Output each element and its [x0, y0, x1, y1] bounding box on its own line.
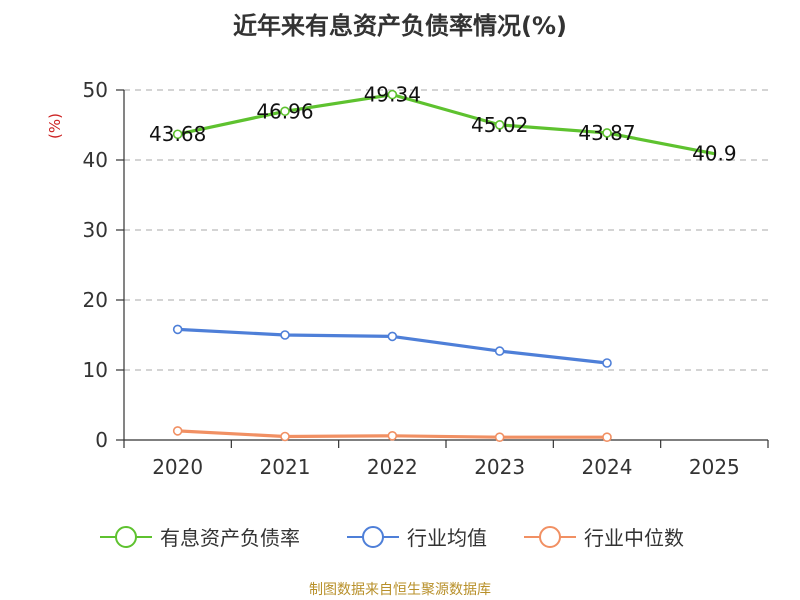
y-tick-label: 20 — [83, 288, 108, 312]
data-point — [387, 89, 398, 100]
legend: 有息资产负债率 行业均值 行业中位数 — [100, 526, 684, 550]
x-tick-label: 2023 — [474, 455, 525, 479]
y-tick-label: 0 — [95, 428, 108, 452]
data-point — [602, 432, 612, 443]
data-label: 43.68 — [149, 122, 206, 146]
chart-title: 近年来有息资产负债率情况(%) — [233, 12, 567, 40]
legend-label: 有息资产负债率 — [160, 526, 300, 550]
legend-label: 行业均值 — [407, 526, 487, 550]
data-label: 43.87 — [578, 121, 635, 145]
data-point — [172, 426, 183, 436]
y-tick-label: 10 — [83, 358, 108, 382]
legend-label: 行业中位数 — [584, 526, 684, 550]
data-point — [172, 129, 183, 140]
y-tick-label: 30 — [83, 218, 108, 242]
x-tick-label: 2025 — [689, 455, 740, 479]
data-label: 49.34 — [364, 83, 421, 107]
axes: 0 10 20 30 40 50 (%) 2020 2021 2022 2023 2024 2025 — [46, 78, 769, 479]
y-tick-label: 50 — [83, 78, 108, 102]
legend-marker — [115, 526, 137, 548]
x-tick-label: 2021 — [260, 455, 311, 479]
source-note: 制图数据来自恒生聚源数据库 — [309, 582, 491, 598]
data-labels: 43.68 46.96 49.34 45.02 43.87 40.9 — [149, 83, 737, 166]
data-point — [602, 358, 612, 368]
y-tick-label: 40 — [83, 148, 108, 172]
legend-marker — [539, 526, 561, 548]
gridlines — [124, 89, 768, 371]
data-point — [387, 331, 398, 342]
data-label: 45.02 — [471, 113, 528, 137]
series-line — [176, 93, 716, 156]
data-point — [494, 432, 505, 443]
x-tick-label: 2024 — [582, 455, 633, 479]
x-tick-label: 2020 — [152, 455, 203, 479]
x-tick-label: 2022 — [367, 455, 418, 479]
y-axis-title: (%) — [46, 113, 64, 139]
data-label: 46.96 — [256, 99, 313, 123]
data-point — [280, 330, 290, 340]
data-point — [494, 346, 505, 356]
data-point — [280, 431, 290, 442]
data-point — [494, 120, 505, 130]
data-point — [602, 128, 612, 138]
data-point — [280, 106, 290, 117]
data-point — [172, 324, 183, 335]
data-point — [387, 430, 398, 441]
series-lines — [172, 89, 716, 443]
legend-marker — [362, 526, 384, 548]
data-label: 40.9 — [692, 142, 737, 166]
